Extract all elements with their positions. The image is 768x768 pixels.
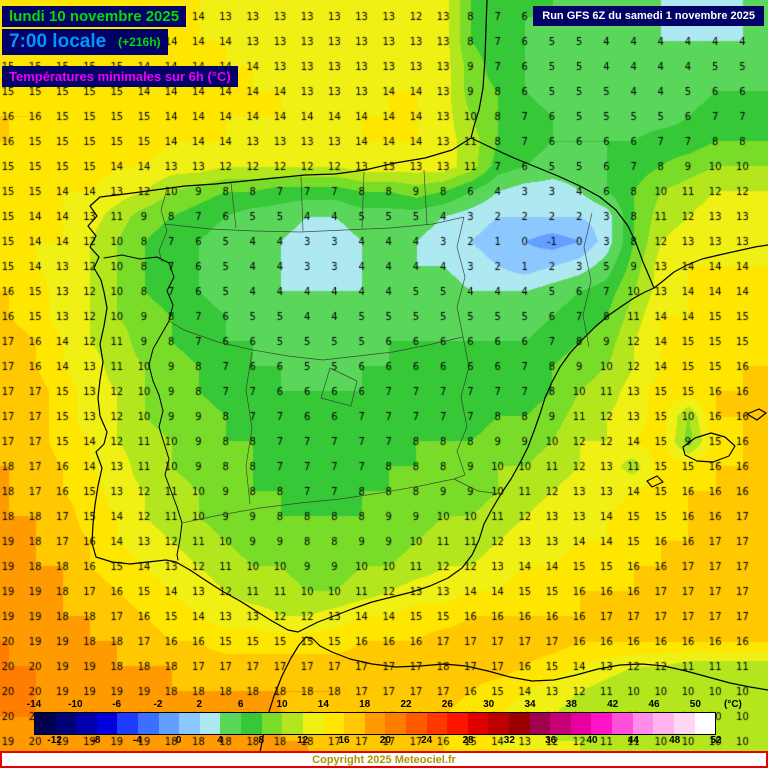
colorbar-tick-label: 20 — [379, 735, 391, 746]
colorbar-segment — [550, 713, 571, 734]
colorbar-tick-label: 12 — [297, 735, 309, 746]
colorbar-tick-label: 8 — [258, 735, 265, 746]
colorbar-segment — [509, 713, 530, 734]
colorbar-tick-label: 26 — [441, 699, 453, 710]
colorbar-tick-label: -2 — [153, 699, 163, 710]
colorbar-segment — [282, 713, 303, 734]
run-info-label: Run GFS 6Z du samedi 1 novembre 2025 — [533, 6, 764, 26]
colorbar-segment — [117, 713, 139, 734]
colorbar-tick-label: -8 — [91, 735, 101, 746]
colorbar-tick-label: -12 — [47, 735, 62, 746]
colorbar-segment — [158, 713, 180, 734]
colorbar-segment — [261, 713, 283, 734]
colorbar-tick-label: -6 — [112, 699, 122, 710]
colorbar-segment — [673, 713, 695, 734]
colorbar-unit-label: (°C) — [724, 699, 742, 710]
colorbar-tick-label: 16 — [338, 735, 350, 746]
colorbar-segment — [426, 713, 448, 734]
colorbar-tick-label: 34 — [524, 699, 536, 710]
colorbar-segment — [179, 713, 200, 734]
colorbar-segment — [199, 713, 221, 734]
colorbar-segment — [405, 713, 427, 734]
coastline-iberia — [87, 0, 768, 633]
colorbar-segment — [364, 713, 386, 734]
colorbar-tick-label: -10 — [68, 699, 83, 710]
colorbar-tick-label: 48 — [669, 735, 681, 746]
coastline-africa — [256, 636, 768, 768]
colorbar-tick-label: -14 — [26, 699, 42, 710]
regional-borders — [158, 169, 593, 524]
date-label: lundi 10 novembre 2025 — [2, 6, 187, 27]
colorbar-tick-label: 38 — [565, 699, 577, 710]
colorbar-tick-label: 36 — [545, 735, 557, 746]
colorbar-segment — [138, 713, 159, 734]
colorbar-tick-label: 18 — [359, 699, 371, 710]
colorbar-tick-label: 30 — [483, 699, 495, 710]
colorbar-segment — [55, 713, 77, 734]
colorbar-segment — [447, 713, 468, 734]
colorbar-segment — [96, 713, 118, 734]
colorbar-tick-label: 28 — [462, 735, 474, 746]
colorbar-tick-label: 24 — [421, 735, 433, 746]
colorbar-tick-label: 32 — [503, 735, 515, 746]
time-label: 7:00 locale — [9, 31, 107, 52]
copyright-bar: Copyright 2025 Meteociel.fr — [0, 751, 768, 768]
colorbar-segment — [35, 713, 56, 734]
colorbar-tick-label: 50 — [689, 699, 701, 710]
colorbar-segments — [34, 712, 716, 735]
colorbar-tick-label: 22 — [400, 699, 412, 710]
colorbar-tick-label: 42 — [607, 699, 619, 710]
colorbar-segment — [653, 713, 674, 734]
coastline-balearics — [646, 408, 767, 488]
colorbar-segment — [302, 713, 324, 734]
colorbar-tick-label: 14 — [317, 699, 329, 710]
colorbar-tick-label: 4 — [217, 735, 223, 746]
colorbar-segment — [467, 713, 489, 734]
colorbar-bottom-labels: -12 -8 -4 0 4 8 12 16 20 24 28 32 36 40 44 48 52 — [34, 735, 721, 748]
colorbar-tick-label: 2 — [196, 699, 203, 710]
time-row: 7:00 locale (+216h) — [2, 29, 168, 55]
colorbar-segment — [632, 713, 654, 734]
colorbar-segment — [323, 713, 345, 734]
border-pyrenees — [470, 137, 655, 289]
colorbar-segment — [488, 713, 510, 734]
colorbar-tick-label: 44 — [627, 735, 639, 746]
colorbar-segment — [76, 713, 97, 734]
colorbar-top-labels: -14 -10 -6 -2 2 6 10 14 18 22 26 30 34 38 42 46 50 — [27, 699, 716, 712]
colorbar-tick-label: -4 — [132, 735, 142, 746]
colorbar-tick-label: 46 — [648, 699, 660, 710]
colorbar-segment — [385, 713, 406, 734]
colorbar-segment — [529, 713, 551, 734]
colorbar-tick-label: 40 — [586, 735, 598, 746]
colorbar-segment — [220, 713, 242, 734]
forecast-offset-label: (+216h) — [118, 35, 161, 49]
colorbar-tick-label: 10 — [276, 699, 288, 710]
colorbar: -14 -10 -6 -2 2 6 10 14 18 22 26 30 34 38 42 46 50 -12 -8… — [27, 699, 742, 748]
border-portugal-spain — [103, 254, 183, 561]
colorbar-segment — [591, 713, 613, 734]
colorbar-segment — [694, 713, 716, 734]
copyright-text: Copyright 2025 Meteociel.fr — [312, 753, 456, 766]
colorbar-segment — [612, 713, 633, 734]
colorbar-segment — [241, 713, 262, 734]
map-subtitle: Températures minimales sur 6h (°C) — [2, 66, 238, 87]
colorbar-tick-label: 6 — [237, 699, 244, 710]
colorbar-segment — [570, 713, 592, 734]
colorbar-tick-label: 52 — [710, 735, 722, 746]
colorbar-tick-label: 0 — [175, 735, 182, 746]
colorbar-segment — [344, 713, 365, 734]
